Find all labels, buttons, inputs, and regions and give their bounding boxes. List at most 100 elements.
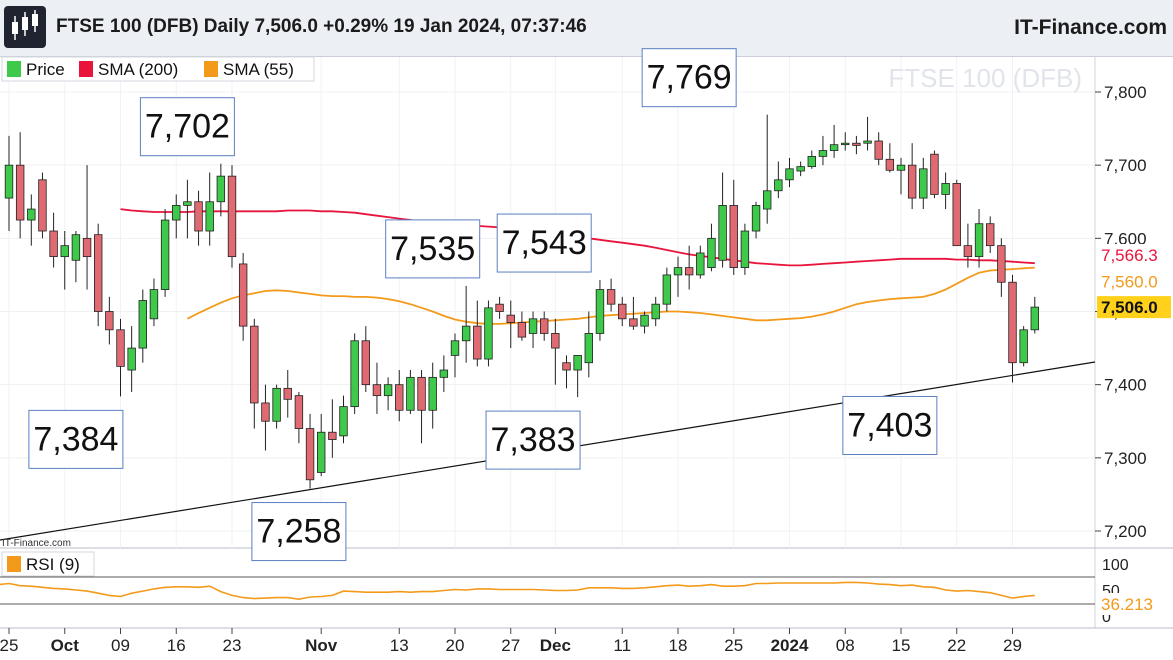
candle-body bbox=[484, 307, 493, 360]
candle bbox=[629, 296, 638, 330]
annotation-text: 7,383 bbox=[491, 421, 576, 459]
candle-body bbox=[27, 208, 36, 221]
candle-body bbox=[506, 314, 515, 323]
last-value-labels: 7,566.3 7,560.0 7,506.0 bbox=[1097, 243, 1171, 319]
candle bbox=[372, 362, 382, 414]
annotation-text: 7,769 bbox=[647, 59, 732, 97]
candle-body bbox=[372, 384, 382, 397]
candle-body bbox=[718, 205, 727, 261]
candle bbox=[127, 326, 136, 392]
last-value-price: 7,506.0 bbox=[1097, 296, 1171, 319]
candle bbox=[1030, 296, 1039, 334]
candle bbox=[461, 285, 471, 363]
annotation-label: 7,535 bbox=[385, 219, 481, 279]
annotation-text: 7,543 bbox=[502, 224, 587, 262]
candle bbox=[27, 194, 36, 246]
candle-body bbox=[1019, 329, 1028, 364]
annotation-box bbox=[842, 395, 938, 455]
annotation-box bbox=[485, 410, 581, 470]
candle-body bbox=[540, 318, 549, 334]
candle bbox=[986, 216, 995, 253]
annotation-box bbox=[385, 219, 481, 279]
last-value-sma55: 7,560.0 bbox=[1097, 270, 1171, 293]
x-tick-label: 25 bbox=[724, 636, 743, 655]
candle bbox=[395, 370, 404, 422]
candle-body bbox=[874, 140, 883, 160]
candle bbox=[71, 231, 81, 283]
candle bbox=[484, 300, 493, 367]
last-value-box bbox=[1097, 296, 1171, 319]
price-legend: Price SMA (200) SMA (55) bbox=[1, 56, 315, 82]
candle-body bbox=[250, 325, 259, 404]
candlestick-logo-icon bbox=[4, 6, 46, 48]
x-tick-label: 08 bbox=[836, 636, 855, 655]
candle-body bbox=[495, 303, 504, 312]
x-tick-label: 09 bbox=[111, 636, 130, 655]
candle-body bbox=[15, 164, 25, 221]
x-tick-label: Nov bbox=[305, 636, 338, 655]
legend-rsi-label: RSI (9) bbox=[26, 555, 80, 574]
candle-body bbox=[740, 230, 750, 268]
candle-body bbox=[818, 150, 828, 157]
candle bbox=[606, 278, 616, 312]
annotation-label: 7,543 bbox=[496, 213, 592, 273]
candle-body bbox=[651, 303, 660, 320]
candle bbox=[361, 326, 370, 392]
candle bbox=[517, 311, 527, 341]
candle-body bbox=[963, 245, 973, 258]
candle bbox=[328, 399, 337, 458]
annotation-text: 7,535 bbox=[390, 230, 475, 268]
candle-body bbox=[774, 179, 783, 192]
candle bbox=[238, 252, 248, 341]
candle bbox=[774, 161, 783, 199]
candle-body bbox=[629, 318, 638, 327]
candle bbox=[216, 163, 226, 217]
candle bbox=[997, 238, 1006, 297]
candle bbox=[49, 212, 58, 268]
x-tick-label: 29 bbox=[1003, 636, 1022, 655]
candle bbox=[696, 245, 705, 279]
candle-body bbox=[896, 164, 906, 171]
candle-body bbox=[350, 340, 359, 408]
candle bbox=[183, 179, 192, 239]
candle bbox=[930, 150, 939, 199]
x-tick-label: 15 bbox=[892, 636, 911, 655]
candle bbox=[885, 143, 895, 173]
candle-body bbox=[328, 431, 337, 440]
candle-body bbox=[763, 190, 772, 210]
legend-sma55-swatch bbox=[204, 61, 218, 77]
candle-body bbox=[82, 237, 92, 258]
candle bbox=[640, 311, 649, 334]
annotation-box bbox=[28, 409, 124, 469]
candle-body bbox=[618, 303, 627, 320]
candle bbox=[272, 384, 281, 429]
annotation-box bbox=[139, 97, 235, 157]
candle bbox=[227, 165, 237, 268]
candle-body bbox=[606, 289, 616, 305]
last-value-text: 7,506.0 bbox=[1101, 298, 1158, 317]
candle bbox=[339, 395, 348, 444]
candle bbox=[417, 370, 426, 444]
candle bbox=[495, 296, 504, 319]
candle-body bbox=[149, 289, 159, 320]
legend-price-label: Price bbox=[26, 60, 65, 79]
x-tick-label: 23 bbox=[223, 636, 242, 655]
rsi-legend: RSI (9) bbox=[1, 551, 95, 577]
candle bbox=[473, 300, 482, 367]
candle bbox=[383, 377, 393, 411]
legend-sma200-swatch bbox=[79, 61, 93, 77]
candle bbox=[261, 384, 270, 451]
candle-body bbox=[127, 347, 136, 371]
legend-price-swatch bbox=[7, 61, 21, 77]
candle bbox=[874, 132, 883, 166]
candle-body bbox=[863, 140, 872, 144]
candle-body bbox=[952, 183, 961, 247]
candle bbox=[450, 333, 460, 378]
y-tick-label: 7,800 bbox=[1104, 83, 1147, 102]
candle-body bbox=[974, 223, 984, 258]
candle-body bbox=[4, 164, 14, 199]
candle bbox=[1008, 274, 1017, 383]
candle-body bbox=[551, 333, 560, 349]
